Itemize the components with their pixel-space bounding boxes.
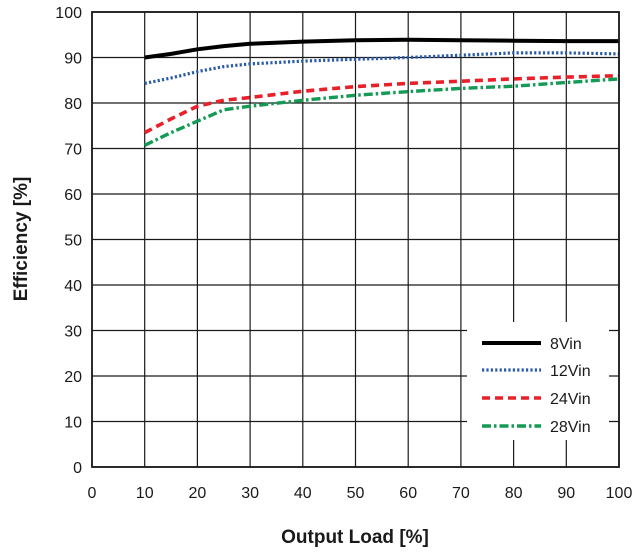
- x-tick-label: 80: [505, 485, 523, 502]
- x-tick-label: 30: [241, 485, 259, 502]
- y-tick-label: 10: [64, 415, 82, 432]
- x-tick-label: 60: [399, 485, 417, 502]
- y-tick-label: 80: [64, 96, 82, 113]
- y-axis-title: Efficiency [%]: [11, 177, 32, 302]
- series-line-24vin: [143, 73, 620, 135]
- y-tick-label: 40: [64, 278, 82, 295]
- y-tick-label: 70: [64, 142, 82, 159]
- y-tick-label: 20: [64, 369, 82, 386]
- y-tick-labels: 0 10 20 30 40 50 60 70 80 90 100: [55, 5, 82, 477]
- y-tick-label: 100: [55, 5, 82, 22]
- series-line-28vin: [143, 77, 620, 147]
- y-tick-label: 0: [73, 460, 82, 477]
- y-tick-label: 60: [64, 187, 82, 204]
- x-tick-label: 70: [452, 485, 470, 502]
- legend-label-12vin: 12Vin: [550, 363, 591, 380]
- plot-frame: [91, 11, 620, 468]
- x-tick-label: 100: [606, 485, 633, 502]
- x-tick-label: 40: [294, 485, 312, 502]
- x-axis-title: Output Load [%]: [281, 527, 429, 548]
- series-line-12vin: [144, 51, 620, 85]
- legend: 8Vin 12Vin 24Vin 28Vin: [467, 322, 609, 440]
- x-tick-label: 50: [347, 485, 365, 502]
- series-line-8vin: [144, 37, 619, 60]
- y-tick-label: 30: [64, 324, 82, 341]
- plot-border: [91, 11, 620, 468]
- legend-label-8vin: 8Vin: [550, 336, 582, 353]
- x-tick-label: 0: [88, 485, 97, 502]
- legend-label-28vin: 28Vin: [550, 419, 591, 436]
- x-tick-label: 20: [189, 485, 207, 502]
- x-tick-label: 10: [136, 485, 154, 502]
- series-lines: [143, 37, 620, 147]
- y-tick-label: 90: [64, 51, 82, 68]
- legend-label-24vin: 24Vin: [550, 391, 591, 408]
- x-tick-labels: 0 10 20 30 40 50 60 70 80 90 100: [88, 485, 633, 502]
- x-tick-label: 90: [557, 485, 575, 502]
- y-tick-label: 50: [64, 233, 82, 250]
